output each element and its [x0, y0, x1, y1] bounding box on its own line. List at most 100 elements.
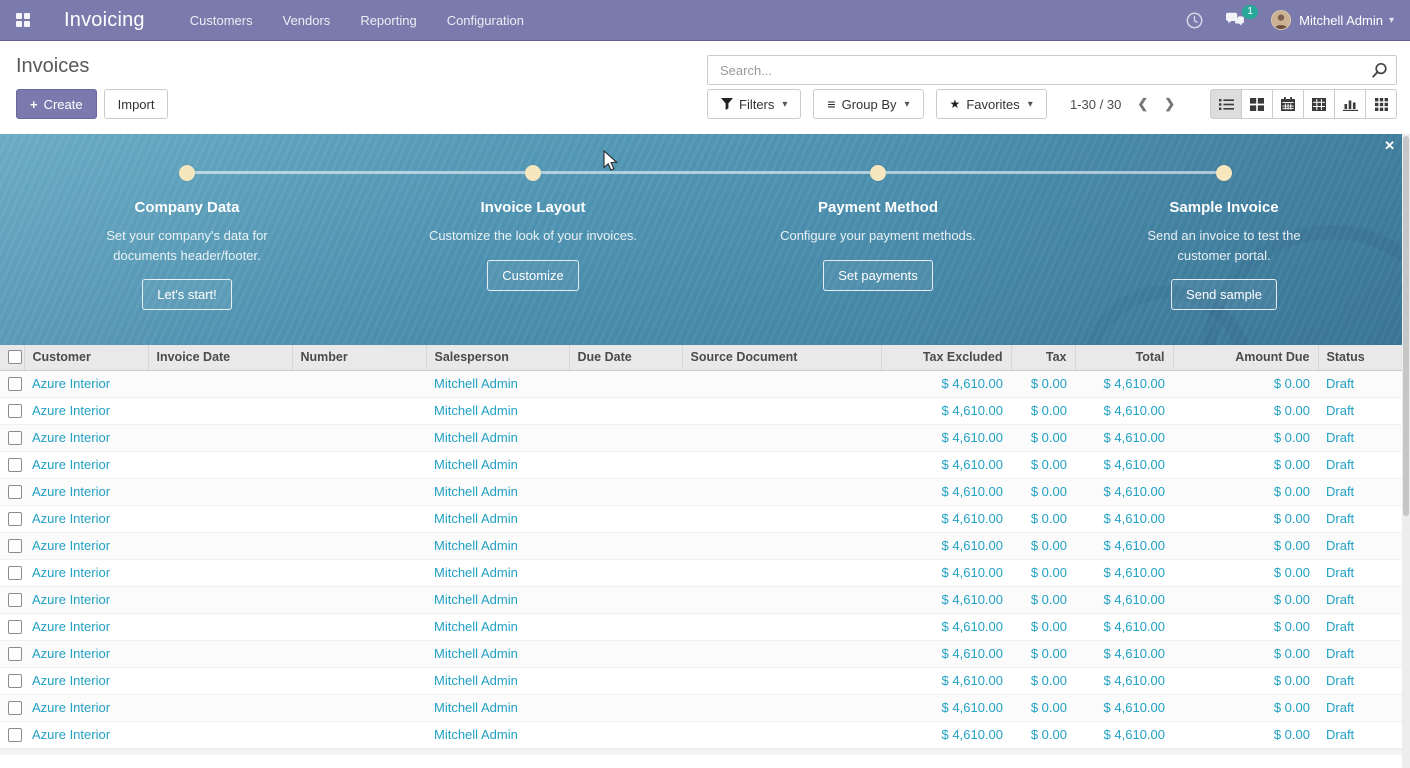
- column-header-salesperson[interactable]: Salesperson: [426, 345, 570, 371]
- table-row[interactable]: Azure Interior Mitchell Admin $ 4,610.00 $ …: [0, 586, 1402, 614]
- view-graph-button[interactable]: [1334, 89, 1366, 119]
- column-header-amount_due[interactable]: Amount Due: [1173, 345, 1319, 371]
- row-checkbox[interactable]: [8, 484, 22, 499]
- column-header-tax[interactable]: Tax: [1011, 345, 1076, 371]
- menu-configuration[interactable]: Configuration: [446, 12, 525, 28]
- table-row[interactable]: Azure Interior Mitchell Admin $ 4,610.00 $ …: [0, 559, 1402, 587]
- lets-start-button[interactable]: Let's start!: [142, 279, 232, 310]
- table-row[interactable]: Azure Interior Mitchell Admin $ 4,610.00 $ …: [0, 613, 1402, 641]
- customize-button[interactable]: Customize: [487, 259, 579, 291]
- pivot-view-icon: [1312, 97, 1326, 111]
- send-sample-button[interactable]: Send sample: [1171, 279, 1277, 310]
- cell-number: [292, 586, 426, 614]
- row-checkbox[interactable]: [8, 619, 22, 634]
- table-row[interactable]: Azure Interior Mitchell Admin $ 4,610.00 $ …: [0, 451, 1402, 479]
- menu-reporting[interactable]: Reporting: [360, 12, 417, 28]
- caret-down-icon[interactable]: ▾: [1388, 14, 1394, 26]
- apps-menu-button[interactable]: [0, 0, 46, 40]
- view-list-button[interactable]: [1210, 89, 1242, 119]
- table-row[interactable]: Azure Interior Mitchell Admin $ 4,610.00 $ …: [0, 640, 1402, 668]
- group-by-button[interactable]: ≡ Group By ▾: [813, 89, 924, 119]
- favorites-button[interactable]: ★ Favorites ▾: [935, 89, 1047, 119]
- cell-total: $ 4,610.00: [1075, 478, 1173, 506]
- create-button[interactable]: + Create: [16, 89, 97, 119]
- table-row[interactable]: Azure Interior Mitchell Admin $ 4,610.00 $ …: [0, 370, 1402, 398]
- menu-customers[interactable]: Customers: [189, 12, 253, 28]
- cell-tax_excluded: $ 4,610.00: [881, 478, 1011, 506]
- set-payments-button[interactable]: Set payments: [823, 259, 933, 291]
- column-header-status[interactable]: Status: [1318, 345, 1402, 371]
- filters-button[interactable]: Filters ▾: [707, 89, 802, 119]
- star-icon: ★: [949, 97, 961, 111]
- table-row[interactable]: Azure Interior Mitchell Admin $ 4,610.00 $ …: [0, 694, 1402, 722]
- close-icon[interactable]: ✕: [1384, 138, 1395, 153]
- row-checkbox[interactable]: [8, 376, 22, 391]
- pager-previous-button[interactable]: ❮: [1137, 96, 1149, 111]
- cell-due_date: [569, 478, 682, 506]
- messages-button[interactable]: 1: [1225, 5, 1259, 28]
- row-checkbox[interactable]: [8, 403, 22, 418]
- cell-tax: $ 0.00: [1011, 667, 1075, 695]
- row-checkbox[interactable]: [8, 538, 22, 553]
- cell-salesperson: Mitchell Admin: [426, 478, 569, 506]
- select-all-checkbox[interactable]: [8, 350, 22, 365]
- cell-tax: $ 0.00: [1011, 424, 1075, 452]
- table-row[interactable]: Azure Interior Mitchell Admin $ 4,610.00 $ …: [0, 721, 1402, 749]
- view-kanban-button[interactable]: [1241, 89, 1273, 119]
- column-header-due_date[interactable]: Due Date: [569, 345, 683, 371]
- menu-vendors[interactable]: Vendors: [282, 12, 331, 28]
- table-row[interactable]: Azure Interior Mitchell Admin $ 4,610.00 $ …: [0, 424, 1402, 452]
- table-row[interactable]: Azure Interior Mitchell Admin $ 4,610.00 $ …: [0, 667, 1402, 695]
- cell-status: Draft: [1318, 451, 1402, 479]
- user-menu[interactable]: Mitchell Admin: [1299, 12, 1383, 28]
- cell-invoice_date: [148, 667, 292, 695]
- vertical-scrollbar[interactable]: [1402, 134, 1410, 768]
- row-checkbox[interactable]: [8, 592, 22, 607]
- table-row[interactable]: Azure Interior Mitchell Admin $ 4,610.00 $ …: [0, 505, 1402, 533]
- column-header-source_document[interactable]: Source Document: [682, 345, 882, 371]
- table-row[interactable]: Azure Interior Mitchell Admin $ 4,610.00 $ …: [0, 478, 1402, 506]
- cell-salesperson: Mitchell Admin: [426, 640, 569, 668]
- cell-salesperson: Mitchell Admin: [426, 721, 569, 749]
- row-checkbox[interactable]: [8, 727, 22, 742]
- column-header-total[interactable]: Total: [1075, 345, 1174, 371]
- row-checkbox[interactable]: [8, 457, 22, 472]
- app-title[interactable]: Invoicing: [64, 8, 145, 31]
- search-icon[interactable]: [1371, 62, 1388, 79]
- import-button[interactable]: Import: [103, 89, 169, 119]
- table-row[interactable]: Azure Interior Mitchell Admin $ 4,610.00 $ …: [0, 532, 1402, 560]
- row-checkbox[interactable]: [8, 430, 22, 445]
- row-checkbox[interactable]: [8, 511, 22, 526]
- column-header-customer[interactable]: Customer: [24, 345, 149, 371]
- cell-tax_excluded: $ 4,610.00: [881, 424, 1011, 452]
- cell-tax: $ 0.00: [1011, 559, 1075, 587]
- column-header-tax_excluded[interactable]: Tax Excluded: [881, 345, 1012, 371]
- column-header-number[interactable]: Number: [292, 345, 427, 371]
- column-header-invoice_date[interactable]: Invoice Date: [148, 345, 293, 371]
- cell-amount_due: $ 0.00: [1173, 694, 1318, 722]
- search-input[interactable]: [708, 56, 1396, 84]
- cell-invoice_date: [148, 370, 292, 398]
- view-pivot-button[interactable]: [1303, 89, 1335, 119]
- cell-number: [292, 559, 426, 587]
- row-checkbox[interactable]: [8, 673, 22, 688]
- view-activity-button[interactable]: [1365, 89, 1397, 119]
- view-calendar-button[interactable]: [1272, 89, 1304, 119]
- search-box: [707, 55, 1397, 85]
- row-checkbox[interactable]: [8, 565, 22, 580]
- cell-number: [292, 451, 426, 479]
- caret-down-icon: ▾: [904, 98, 910, 110]
- pager-next-button[interactable]: ❯: [1164, 96, 1176, 111]
- row-checkbox[interactable]: [8, 646, 22, 661]
- user-avatar[interactable]: [1271, 10, 1292, 30]
- table-row[interactable]: Azure Interior Mitchell Admin $ 4,610.00 $ …: [0, 397, 1402, 425]
- select-all-header[interactable]: [0, 345, 25, 371]
- cell-salesperson: Mitchell Admin: [426, 694, 569, 722]
- row-checkbox[interactable]: [8, 700, 22, 715]
- cell-tax: $ 0.00: [1011, 505, 1075, 533]
- cell-due_date: [569, 721, 682, 749]
- cell-invoice_date: [148, 586, 292, 614]
- scrollbar-thumb[interactable]: [1403, 136, 1409, 516]
- cell-select: [0, 586, 24, 614]
- activities-button[interactable]: [1186, 12, 1203, 29]
